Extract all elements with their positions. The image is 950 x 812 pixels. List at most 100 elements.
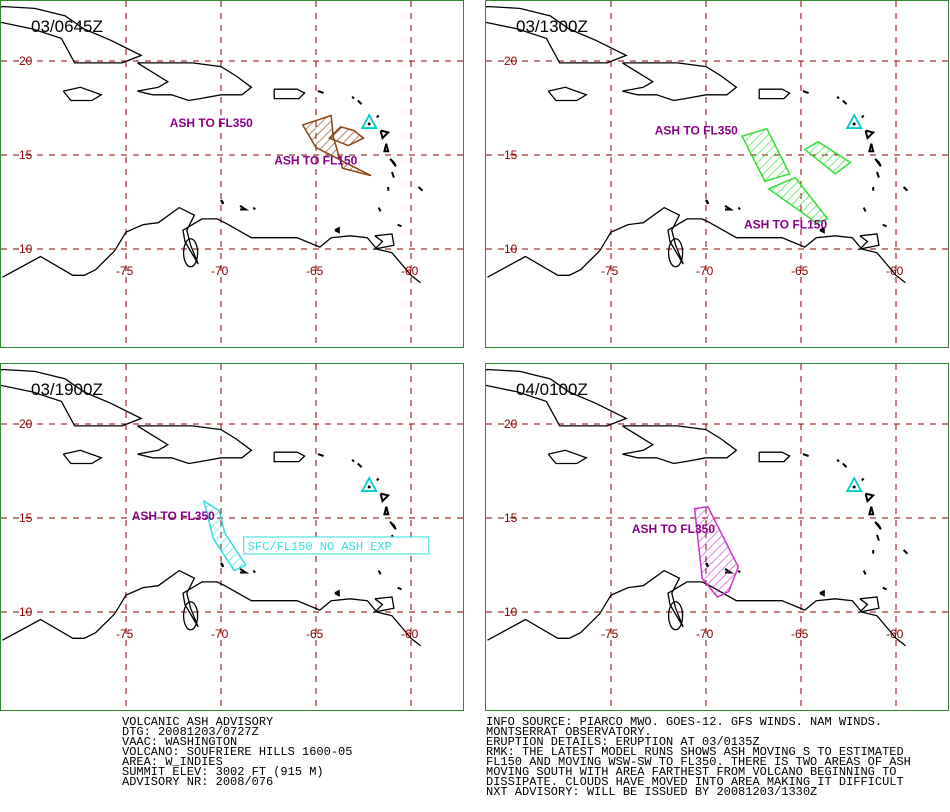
map-1: 20 15 10 -75 -70 -65 -60 ASH TO FL350 ASH TO FL1… — [1, 1, 463, 347]
coastline-island — [737, 206, 741, 211]
volcano-icon — [360, 476, 378, 492]
coastline-island — [874, 521, 882, 530]
coastline-island — [724, 204, 735, 211]
coastline-island — [391, 171, 395, 178]
coastline-island — [864, 129, 876, 141]
coastline-island — [389, 521, 397, 530]
ash-level-label: ASH TO FL350 — [632, 522, 715, 536]
coastline-hispaniola — [137, 62, 253, 102]
coastline-island — [802, 90, 809, 94]
lat-label: 10 — [504, 605, 518, 619]
coastline-trinidad — [857, 233, 880, 251]
lake-maracaibo — [182, 238, 199, 268]
coastline-island — [377, 570, 382, 575]
lake-maracaibo — [182, 601, 199, 631]
coastline-venezuela — [2, 569, 421, 647]
lon-label: -60 — [886, 264, 904, 278]
coastline-island — [705, 199, 709, 205]
advisory-line: ERUPTION DETAILS: ERUPTION AT 03/0135Z — [486, 735, 760, 749]
coastline-puertorico — [273, 88, 306, 100]
lat-label: 20 — [504, 54, 518, 68]
coastline-island — [351, 458, 355, 463]
coastline-island — [239, 204, 250, 211]
coastline-trinidad — [372, 233, 395, 251]
lon-label: -75 — [116, 627, 134, 641]
ash-area — [693, 505, 740, 598]
lat-label: 15 — [19, 148, 33, 162]
coastline-island — [819, 589, 825, 597]
volcano-icon — [845, 113, 863, 129]
coastline-island — [737, 569, 741, 574]
coastline-island — [836, 458, 840, 463]
coastlines — [486, 368, 909, 647]
ash-area — [803, 140, 852, 175]
coastline-puertorico — [758, 88, 791, 100]
coastline-puertorico — [758, 451, 791, 463]
lon-label: -65 — [791, 264, 809, 278]
coastline-island — [864, 492, 876, 504]
coastline-island — [252, 206, 256, 211]
coastline-island — [802, 453, 809, 457]
forecast-panel-3: 20 15 10 -75 -70 -65 -60 ASH TO FL350 SFC/FL150 … — [0, 363, 464, 711]
advisory-line: MONTSERRAT OBSERVATORY. — [486, 725, 652, 739]
coastline-jamaica — [547, 449, 588, 465]
coastline-island — [862, 207, 867, 212]
coastline-jamaica — [547, 86, 588, 102]
lon-label: -60 — [401, 627, 419, 641]
volcano-icon — [360, 113, 378, 129]
lon-label: -65 — [306, 627, 324, 641]
lat-label: 10 — [19, 242, 33, 256]
coastline-island — [220, 199, 224, 205]
lon-label: -65 — [791, 627, 809, 641]
coastline-island — [836, 95, 840, 100]
coastline-trinidad — [372, 596, 395, 614]
volcano-point — [852, 122, 856, 126]
panel-time-label: 04/0100Z — [516, 380, 588, 399]
advisory-line: ADVISORY NR: 2008/076 — [122, 775, 274, 789]
advisory-line: VOLCANO: SOUFRIERE HILLS 1600-05 — [122, 745, 353, 759]
lat-label: 20 — [19, 54, 33, 68]
map-3: 20 15 10 -75 -70 -65 -60 ASH TO FL350 SFC/FL150 … — [1, 364, 463, 710]
coastline-island — [317, 90, 324, 94]
volcano-point — [852, 485, 856, 489]
panel-time-label: 03/0645Z — [31, 17, 103, 36]
map-2: 20 15 10 -75 -70 -65 -60 ASH TO FL350 ASH TO FL1… — [486, 1, 948, 347]
coastline-island — [397, 586, 402, 591]
advisory-line: DISSIPATE. CLOUDS HAVE MOVED INTO AREA M… — [486, 775, 904, 789]
ash-area — [202, 499, 247, 572]
coastline-cuba — [486, 368, 628, 427]
ash-area — [741, 127, 791, 183]
coastline-island — [239, 567, 250, 574]
panel-time-label: 03/1900Z — [31, 380, 103, 399]
coastline-island — [882, 586, 887, 591]
coastline-island — [876, 171, 880, 178]
coastline-island — [376, 114, 380, 119]
coastline-island — [417, 186, 424, 192]
coastline-island — [383, 506, 390, 516]
advisory-header-text: VOLCANIC ASH ADVISORY DTG: 20081203/0727… — [122, 715, 353, 789]
ash-area — [301, 114, 372, 177]
coastline-cuba — [1, 5, 143, 64]
lon-label: -60 — [401, 264, 419, 278]
lat-label: 15 — [504, 511, 518, 525]
no-ash-text: SFC/FL150 NO ASH EXP — [248, 540, 392, 554]
coastlines — [1, 5, 424, 284]
advisory-line: INFO SOURCE: PIARCO MWO. GOES-12. GFS WI… — [486, 715, 883, 729]
no-ash-box — [243, 536, 430, 555]
coastline-island — [902, 186, 909, 192]
ash-level-label: ASH TO FL150 — [274, 153, 357, 167]
coastline-island — [357, 462, 363, 468]
coastline-venezuela — [487, 206, 906, 284]
lon-label: -70 — [211, 627, 229, 641]
coastline-island — [876, 534, 880, 541]
advisory-line: VOLCANIC ASH ADVISORY — [122, 715, 274, 729]
coastline-island — [902, 549, 909, 555]
lat-lon-grid — [486, 1, 948, 347]
lon-label: -65 — [306, 264, 324, 278]
coastline-island — [334, 589, 340, 597]
coastline-island — [842, 99, 848, 105]
advisory-line: DTG: 20081203/0727Z — [122, 725, 259, 739]
coastline-island — [317, 453, 324, 457]
lat-label: 15 — [19, 511, 33, 525]
coastline-island — [861, 477, 865, 482]
